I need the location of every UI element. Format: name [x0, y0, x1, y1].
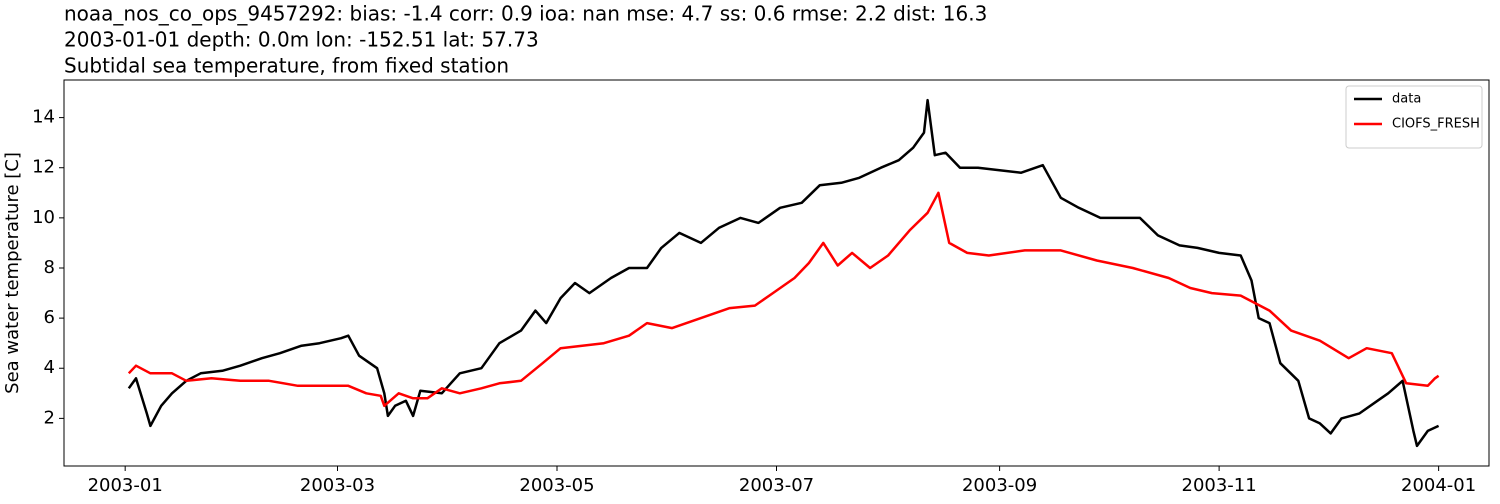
- y-tick-label: 12: [32, 157, 55, 178]
- data-line: [127, 191, 1440, 408]
- chart-subtitle: 2003-01-01 depth: 0.0m lon: -152.51 lat:…: [64, 28, 539, 52]
- data-line: [127, 98, 1440, 448]
- x-tick-label: 2003-01: [88, 475, 163, 496]
- y-tick-label: 4: [44, 357, 55, 378]
- x-tick-label: 2004-01: [1401, 475, 1476, 496]
- y-axis-label: Sea water temperature [C]: [2, 152, 23, 394]
- x-tick-label: 2003-03: [300, 475, 375, 496]
- x-tick-label: 2003-11: [1182, 475, 1257, 496]
- x-tick-label: 2003-07: [739, 475, 814, 496]
- legend-box: [1345, 85, 1483, 149]
- legend-label: CIOFS_FRESH: [1392, 117, 1480, 132]
- chart-subtitle: Subtidal sea temperature, from fixed sta…: [64, 54, 509, 78]
- chart-title: noaa_nos_co_ops_9457292: bias: -1.4 corr…: [64, 2, 987, 26]
- x-tick-label: 2003-09: [962, 475, 1037, 496]
- legend-label: data: [1392, 92, 1421, 107]
- y-tick-label: 6: [44, 307, 55, 328]
- plot-frame: [63, 79, 1490, 467]
- y-tick-label: 10: [32, 207, 55, 228]
- y-tick-label: 14: [32, 107, 55, 128]
- y-tick-label: 8: [44, 257, 55, 278]
- y-tick-label: 2: [44, 407, 55, 428]
- x-tick-label: 2003-05: [519, 475, 594, 496]
